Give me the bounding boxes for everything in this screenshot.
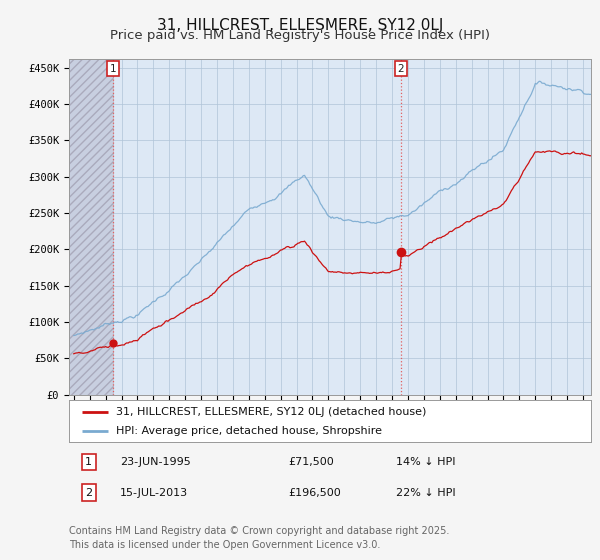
Text: 31, HILLCREST, ELLESMERE, SY12 0LJ: 31, HILLCREST, ELLESMERE, SY12 0LJ (157, 18, 443, 33)
Text: 2: 2 (397, 64, 404, 74)
Bar (69, 59, 113, 395)
Text: Contains HM Land Registry data © Crown copyright and database right 2025.
This d: Contains HM Land Registry data © Crown c… (69, 526, 449, 549)
Text: 22% ↓ HPI: 22% ↓ HPI (396, 488, 455, 498)
Text: 23-JUN-1995: 23-JUN-1995 (120, 457, 191, 467)
Text: 1: 1 (85, 457, 92, 467)
Text: 1: 1 (110, 64, 116, 74)
Text: £196,500: £196,500 (288, 488, 341, 498)
Text: £71,500: £71,500 (288, 457, 334, 467)
Text: 15-JUL-2013: 15-JUL-2013 (120, 488, 188, 498)
Text: Price paid vs. HM Land Registry's House Price Index (HPI): Price paid vs. HM Land Registry's House … (110, 29, 490, 42)
Text: 14% ↓ HPI: 14% ↓ HPI (396, 457, 455, 467)
Text: 2: 2 (85, 488, 92, 498)
Text: HPI: Average price, detached house, Shropshire: HPI: Average price, detached house, Shro… (116, 426, 382, 436)
Text: 31, HILLCREST, ELLESMERE, SY12 0LJ (detached house): 31, HILLCREST, ELLESMERE, SY12 0LJ (deta… (116, 407, 427, 417)
Bar (69, 59, 113, 395)
